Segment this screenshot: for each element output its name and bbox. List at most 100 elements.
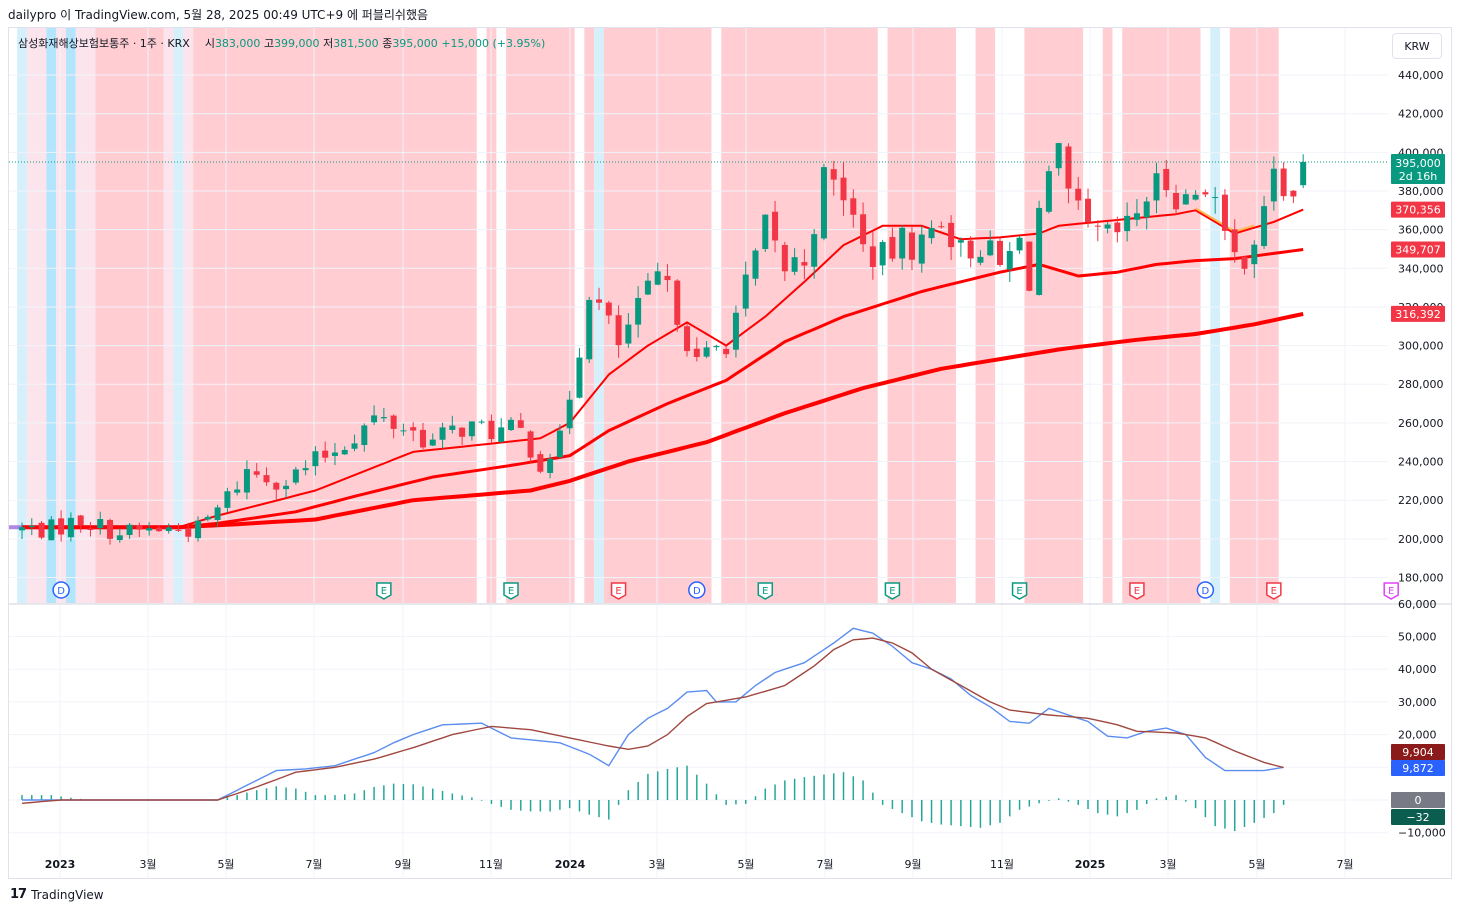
macd-value-tag: −32	[1391, 809, 1445, 825]
candle-body	[1163, 168, 1170, 191]
symbol-name[interactable]: 삼성화재해상보험보통주 · 1주 · KRX	[18, 37, 190, 50]
high-label: 고	[263, 37, 275, 50]
candle-body	[1124, 215, 1131, 232]
candle-body	[1290, 190, 1297, 197]
candle-body	[312, 451, 319, 467]
candle-body	[654, 271, 661, 285]
candle-body	[830, 169, 837, 180]
time-tick-label: 5월	[217, 858, 234, 871]
candle-body	[997, 240, 1003, 265]
candle-body	[302, 468, 309, 471]
candle-body	[977, 256, 984, 263]
candle-body	[351, 443, 358, 449]
signal-band	[721, 28, 878, 603]
signal-band	[66, 28, 76, 603]
candle-body	[67, 517, 74, 538]
candle-body	[576, 357, 583, 398]
candle-body	[605, 302, 612, 316]
macd-tick-label: 40,000	[1398, 663, 1437, 676]
marker-shape	[610, 582, 627, 600]
candle-body	[869, 246, 876, 267]
publish-info: dailypro 이 TradingView.com, 5월 28, 2025 …	[8, 8, 429, 22]
macd-line	[22, 627, 1284, 801]
candle-body	[234, 489, 241, 493]
macd-tick-label: 60,000	[1398, 598, 1437, 611]
candle-body	[273, 482, 280, 490]
marker-label: E	[381, 586, 387, 597]
time-tick-label: 3월	[1159, 858, 1176, 871]
candle-body	[126, 524, 133, 535]
candle-body	[1300, 162, 1307, 186]
macd-value-tag: 0	[1391, 792, 1445, 808]
candle-body	[635, 297, 642, 325]
brand-name: TradingView	[31, 887, 104, 902]
candle-body	[1153, 173, 1160, 201]
candle-body	[390, 415, 397, 429]
candle-body	[165, 527, 172, 532]
signal-band	[26, 28, 47, 603]
marker-shape	[688, 581, 706, 599]
signal-band	[173, 28, 184, 603]
value-tag-bg	[1391, 744, 1445, 760]
candle-body	[732, 312, 739, 350]
candle-body	[908, 232, 915, 260]
candle-body	[498, 427, 505, 442]
time-tick-label: 7월	[1336, 858, 1353, 871]
candle-body	[537, 454, 544, 472]
earnings-marker: E	[1129, 582, 1145, 600]
value-tag-text: −32	[1406, 811, 1429, 824]
candle-body	[1055, 143, 1062, 169]
candle-body	[1006, 251, 1013, 270]
value-tag-bg	[1391, 809, 1445, 825]
moving-averages	[9, 207, 1304, 530]
time-tick-label: 7월	[816, 858, 833, 871]
marker-shape	[376, 582, 392, 600]
candles	[19, 142, 1307, 545]
price-tick-label: 340,000	[1398, 262, 1444, 275]
candle-body	[860, 214, 867, 245]
candle-body	[615, 315, 622, 346]
marker-shape	[503, 582, 519, 600]
candle-body	[380, 417, 387, 419]
signal-band	[1122, 28, 1201, 603]
candle-body	[1280, 168, 1287, 197]
value-tag-bg	[1391, 305, 1445, 322]
price-tick-label: 240,000	[1398, 456, 1444, 469]
signal-band	[1210, 28, 1221, 603]
currency-button[interactable]: KRW	[1392, 33, 1442, 59]
candle-body	[449, 425, 456, 430]
marker-shape	[884, 582, 901, 600]
candle-body	[713, 346, 720, 348]
candle-body	[19, 527, 25, 531]
time-tick-label: 7월	[305, 858, 322, 871]
candle-body	[703, 347, 710, 357]
candle-body	[1270, 168, 1277, 202]
time-tick-label: 2023	[45, 858, 76, 871]
footer-brand[interactable]: 𝟭𝟳 TradingView	[10, 887, 104, 902]
candle-body	[723, 348, 730, 355]
symbol-legend[interactable]: 삼성화재해상보험보통주 · 1주 · KRX 시383,000 고399,000…	[18, 35, 545, 51]
candle-body	[1026, 241, 1033, 291]
value-tag-bg	[1391, 241, 1445, 258]
price-tick-label: 220,000	[1398, 494, 1444, 507]
marker-shape	[1129, 582, 1145, 600]
signal-line	[21, 637, 1284, 804]
candle-body	[1173, 192, 1180, 210]
time-tick-label: 5월	[737, 858, 754, 871]
candle-body	[938, 226, 945, 228]
candle-body	[1114, 222, 1121, 233]
macd-tick-label: 30,000	[1398, 696, 1437, 709]
open-value: 383,000	[214, 37, 261, 50]
earnings-marker: E	[1266, 582, 1282, 600]
candle-body	[586, 299, 593, 360]
value-tag-text: 370,356	[1395, 204, 1441, 217]
candle-body	[967, 240, 974, 259]
dividend-marker: D	[688, 581, 706, 599]
signal-band	[975, 28, 996, 603]
ma-value-tag: 370,356	[1391, 201, 1445, 218]
earnings-marker: E	[1011, 582, 1028, 600]
value-tag-text: 9,872	[1402, 762, 1434, 775]
value-tag-bg	[1391, 201, 1445, 218]
